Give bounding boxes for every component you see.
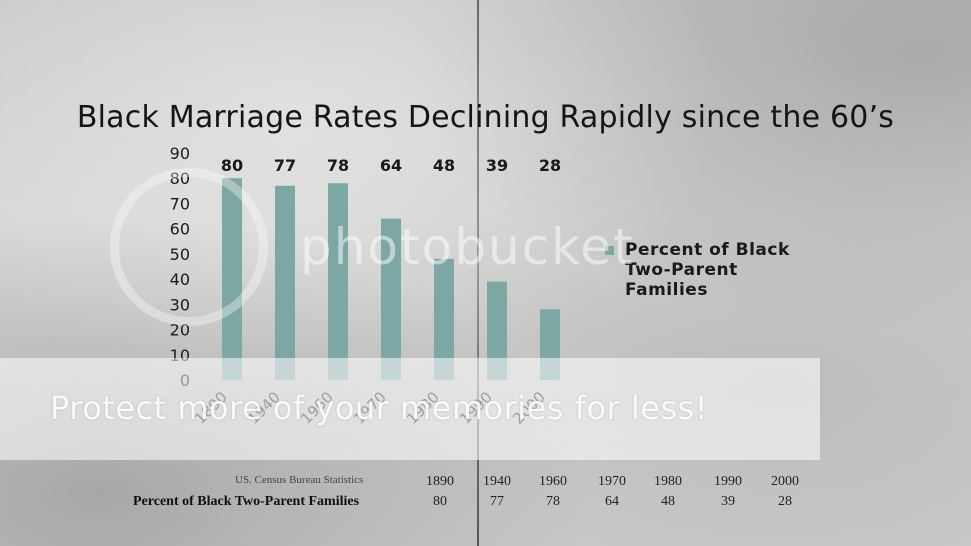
table-value-cell: 77 <box>490 494 504 509</box>
table-year-cell: 1990 <box>714 474 742 489</box>
legend-swatch <box>605 246 614 255</box>
source-table: US. Census Bureau Statistics Percent of … <box>0 470 971 520</box>
table-year-cell: 1940 <box>483 474 511 489</box>
watermark-banner[interactable] <box>0 358 820 460</box>
legend-label: Percent of Black Two-Parent Families <box>625 240 790 300</box>
paper-crease <box>477 0 479 546</box>
table-row-label: Percent of Black Two-Parent Families <box>133 494 360 509</box>
chart-title: Black Marriage Rates Declining Rapidly s… <box>76 100 895 135</box>
data-label: 64 <box>380 156 402 175</box>
table-value-cell: 48 <box>661 494 675 509</box>
table-year-cell: 1890 <box>426 474 454 489</box>
source-label: US. Census Bureau Statistics <box>235 474 364 486</box>
table-value-cell: 39 <box>721 494 735 509</box>
table-value-cell: 78 <box>546 494 560 509</box>
data-label: 48 <box>433 156 455 175</box>
data-label: 39 <box>486 156 508 175</box>
data-label: 80 <box>221 156 243 175</box>
table-year-cell: 1980 <box>654 474 682 489</box>
data-label: 28 <box>539 156 561 175</box>
bar <box>381 218 401 380</box>
bar <box>434 258 454 380</box>
watermark-logo: photobucket <box>300 218 635 276</box>
table-year-cell: 1960 <box>539 474 567 489</box>
bar <box>328 183 348 380</box>
data-label: 78 <box>327 156 349 175</box>
watermark-banner-text[interactable]: Protect more of your memories for less! <box>50 389 709 427</box>
table-value-cell: 64 <box>605 494 619 509</box>
table-year-cell: 2000 <box>771 474 799 489</box>
watermark-ring-icon <box>110 168 268 326</box>
table-year-cell: 1970 <box>598 474 626 489</box>
y-tick-label: 90 <box>170 144 190 163</box>
data-label: 77 <box>274 156 296 175</box>
table-value-cell: 80 <box>433 494 447 509</box>
bar <box>275 185 295 380</box>
table-value-cell: 28 <box>778 494 792 509</box>
bar <box>487 281 507 380</box>
